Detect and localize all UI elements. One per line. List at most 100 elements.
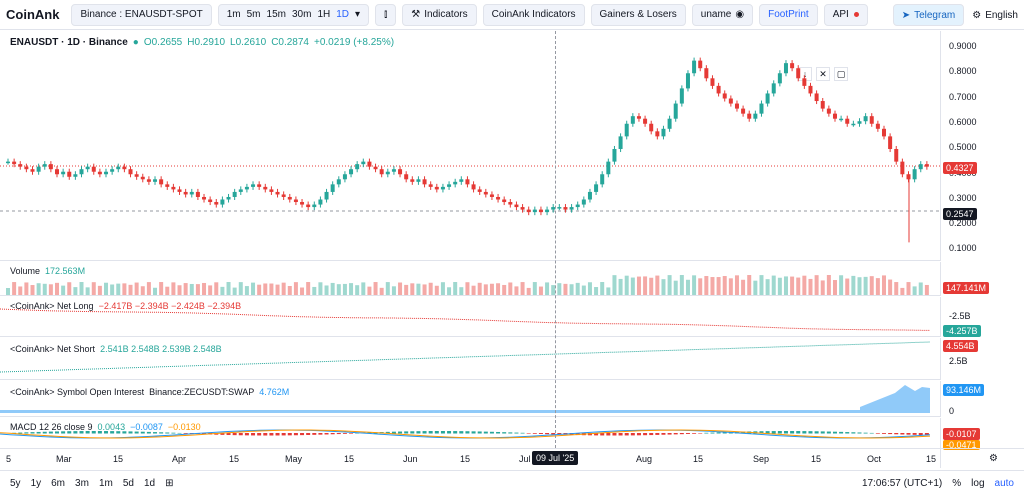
macd-histogram-bar xyxy=(918,433,923,435)
macd-histogram-bar xyxy=(851,432,856,434)
candle-body xyxy=(581,199,586,205)
price-axis[interactable]: 0.90000.80000.70000.60000.50000.40000.30… xyxy=(940,31,1024,261)
tf-15m[interactable]: 15m xyxy=(266,9,286,20)
macd-histogram-bar xyxy=(275,433,280,436)
volume-bar xyxy=(667,275,672,295)
candle-body xyxy=(538,209,543,213)
macd-histogram-bar xyxy=(171,432,176,434)
indicators-button[interactable]: ⚒ Indicators xyxy=(402,3,477,26)
net-short-pane[interactable]: <CoinAnk> Net Short 2.541B 2.548B 2.539B… xyxy=(0,338,940,380)
macd-histogram-bar xyxy=(845,432,850,434)
gear-icon[interactable]: ⚙ xyxy=(989,453,998,464)
volume-bar xyxy=(514,286,519,295)
tf-1m[interactable]: 1m xyxy=(226,9,241,20)
macd-histogram-bar xyxy=(606,433,611,436)
candle-body xyxy=(202,196,207,200)
macd-histogram-bar xyxy=(888,433,893,435)
candle-body xyxy=(679,88,684,104)
macd-histogram-bar xyxy=(269,433,274,436)
net-long-line xyxy=(0,308,931,331)
volume-bar xyxy=(361,282,366,295)
range-3m[interactable]: 3m xyxy=(75,478,89,489)
macd-histogram-bar xyxy=(140,431,145,434)
telegram-button[interactable]: ➤ Telegram xyxy=(892,4,965,26)
macd-histogram-bar xyxy=(165,432,170,434)
candle-body xyxy=(24,166,29,170)
close-icon[interactable]: ✕ xyxy=(816,67,830,81)
symbol-selector[interactable]: Binance : ENAUSDT-SPOT xyxy=(71,3,212,26)
tf-1d[interactable]: 1D xyxy=(336,9,350,20)
volume-bar xyxy=(679,275,684,295)
coinank-indicators-button[interactable]: CoinAnk Indicators xyxy=(482,3,585,26)
price-axis-label: 0.9000 xyxy=(949,41,977,51)
range-1y[interactable]: 1y xyxy=(30,478,42,489)
macd-histogram-bar xyxy=(306,433,311,435)
settings-corner[interactable]: ⚙ xyxy=(940,448,1024,468)
range-5y[interactable]: 5y xyxy=(10,478,21,489)
api-button[interactable]: API xyxy=(823,3,868,26)
volume-bar xyxy=(159,282,164,295)
volume-bar xyxy=(18,286,23,295)
user-button[interactable]: uname ◉ xyxy=(691,3,754,26)
percent-toggle[interactable]: % xyxy=(952,478,962,489)
volume-bar xyxy=(496,283,501,295)
macd-histogram-bar xyxy=(624,433,629,436)
tf-30m[interactable]: 30m xyxy=(291,9,312,20)
macd-tag-1: -0.0107 xyxy=(943,428,980,440)
candle-body xyxy=(551,207,556,210)
macd-histogram-bar xyxy=(783,431,788,434)
gainers-losers-button[interactable]: Gainers & Losers xyxy=(590,3,686,26)
macd-histogram-bar xyxy=(912,433,917,435)
macd-histogram-bar xyxy=(349,433,354,434)
volume-bar xyxy=(379,287,384,295)
net-long-pane[interactable]: <CoinAnk> Net Long −2.417B −2.394B −2.42… xyxy=(0,297,940,337)
volume-pane[interactable]: Volume 172.563M xyxy=(0,262,940,296)
range-6m[interactable]: 6m xyxy=(51,478,66,489)
auto-toggle[interactable]: auto xyxy=(994,478,1014,489)
price-axis-label: 0.8000 xyxy=(949,66,977,77)
volume-bar xyxy=(802,275,807,295)
macd-histogram-bar xyxy=(710,432,715,434)
tf-1h[interactable]: 1H xyxy=(317,9,331,20)
volume-bar xyxy=(416,283,421,295)
candle-body xyxy=(355,164,360,170)
crosshair-vertical xyxy=(555,31,556,448)
telegram-label: Telegram xyxy=(914,9,956,21)
macd-value-3: −0.0130 xyxy=(167,422,201,432)
date-range-icon[interactable]: ⊞ xyxy=(165,478,174,489)
candle-body xyxy=(361,161,366,165)
macd-histogram-bar xyxy=(91,431,96,434)
volume-bar xyxy=(808,278,813,295)
volume-bar xyxy=(894,282,899,295)
last-price-tag: 0.4327 xyxy=(943,162,977,174)
macd-pane[interactable]: MACD 12 26 close 9 0.0043 −0.0087 −0.013… xyxy=(0,418,940,448)
volume-bar xyxy=(238,282,243,295)
macd-histogram-bar xyxy=(251,433,256,436)
candle-body xyxy=(171,186,176,190)
open-interest-pane[interactable]: <CoinAnk> Symbol Open Interest Binance:Z… xyxy=(0,381,940,417)
candle-body xyxy=(342,174,347,180)
footprint-button[interactable]: FootPrint xyxy=(759,3,818,26)
macd-histogram-bar xyxy=(447,431,452,434)
maximize-icon[interactable]: ▢ xyxy=(834,67,848,81)
range-1d[interactable]: 1d xyxy=(143,478,156,489)
chart-type-button[interactable]: ⫾ xyxy=(375,3,397,26)
price-pane[interactable]: ENAUSDT · 1D · Binance ● O0.2655 H0.2910… xyxy=(0,31,940,261)
log-toggle[interactable]: log xyxy=(971,478,985,489)
eye-icon: ◉ xyxy=(735,9,745,20)
candle-body xyxy=(146,179,151,182)
volume-bar xyxy=(116,283,121,295)
timeframe-group: 1m 5m 15m 30m 1H 1D ▾ xyxy=(217,3,370,26)
range-5d[interactable]: 5d xyxy=(122,478,134,489)
oi-label: <CoinAnk> Symbol Open Interest xyxy=(10,387,145,397)
price-chart[interactable] xyxy=(0,31,940,261)
oi-area-spike xyxy=(860,385,930,413)
language-selector[interactable]: ⚙ English xyxy=(972,10,1018,21)
chevron-down-icon[interactable]: ▾ xyxy=(355,9,361,20)
volume-bar xyxy=(477,282,482,295)
range-1m[interactable]: 1m xyxy=(98,478,113,489)
price-axis-label: 0.7000 xyxy=(949,91,977,102)
tf-5m[interactable]: 5m xyxy=(246,9,261,20)
time-axis[interactable]: 5 Mar 15 Apr 15 May 15 Jun 15 Jul Aug 15… xyxy=(0,448,940,468)
candle-body xyxy=(802,78,807,86)
